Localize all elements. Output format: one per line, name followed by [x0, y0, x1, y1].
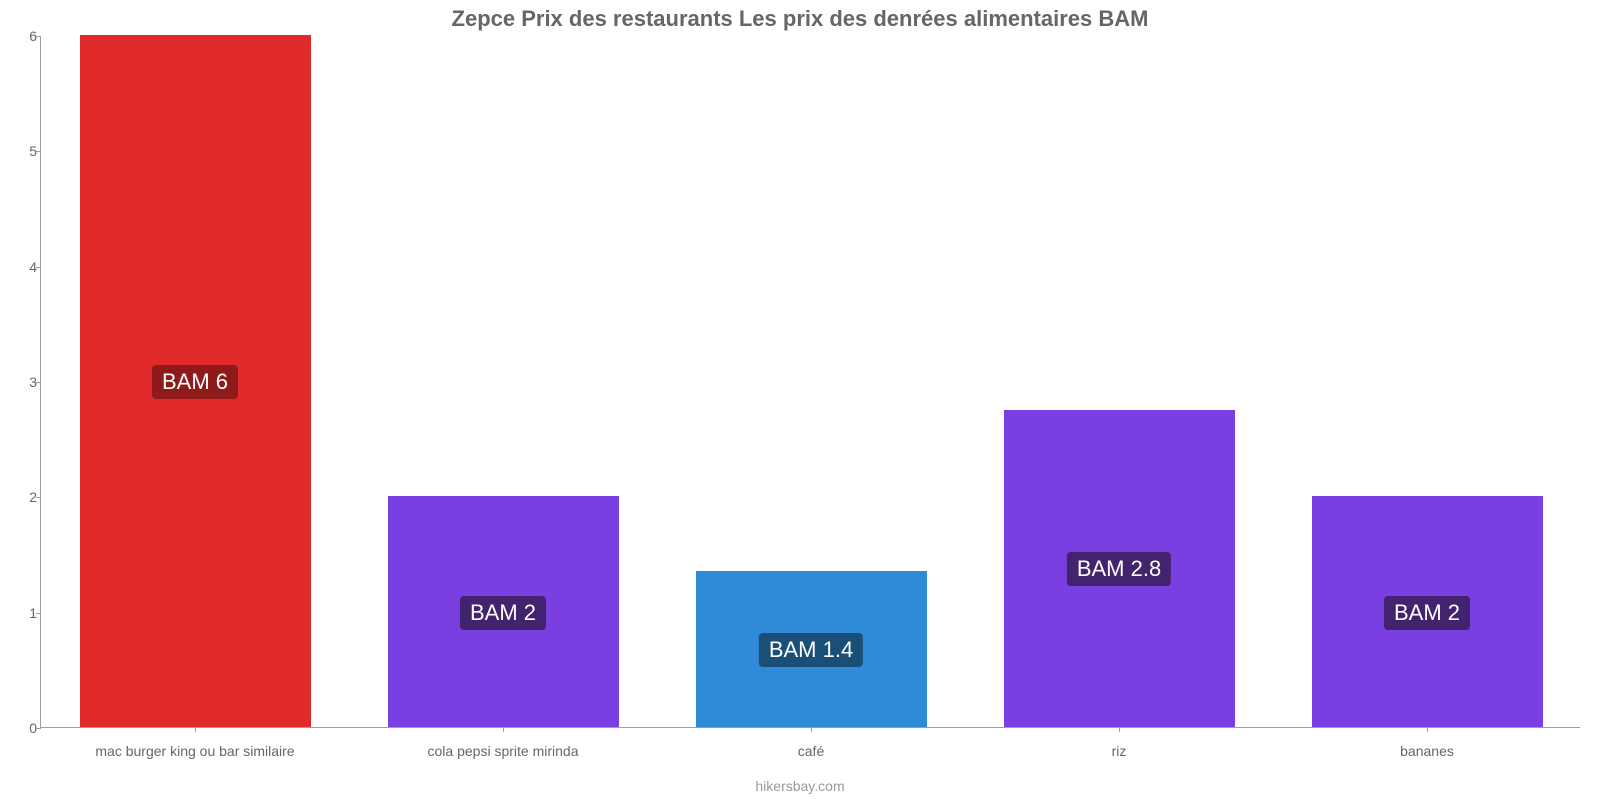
x-tick-mark [195, 727, 196, 732]
y-tick-label: 2 [13, 489, 37, 505]
bar-value-label: BAM 1.4 [759, 633, 863, 667]
y-tick-mark [36, 728, 41, 729]
y-tick-mark [36, 613, 41, 614]
x-tick-label: café [798, 743, 824, 759]
y-tick-label: 6 [13, 28, 37, 44]
y-tick-mark [36, 267, 41, 268]
y-tick-mark [36, 36, 41, 37]
x-tick-label: mac burger king ou bar similaire [95, 743, 294, 759]
chart-title: Zepce Prix des restaurants Les prix des … [0, 6, 1600, 32]
bar-value-label: BAM 6 [152, 365, 238, 399]
x-tick-mark [1119, 727, 1120, 732]
x-tick-label: cola pepsi sprite mirinda [428, 743, 579, 759]
y-tick-mark [36, 151, 41, 152]
x-tick-mark [1427, 727, 1428, 732]
plot-area: BAM 6BAM 2BAM 1.4BAM 2.8BAM 2 0123456mac… [40, 36, 1580, 728]
bar-value-label: BAM 2 [1384, 596, 1470, 630]
y-tick-label: 3 [13, 374, 37, 390]
x-tick-mark [503, 727, 504, 732]
price-chart: Zepce Prix des restaurants Les prix des … [0, 0, 1600, 800]
y-tick-mark [36, 382, 41, 383]
y-tick-label: 4 [13, 259, 37, 275]
bars-layer: BAM 6 BAM 2 BAM 1.4 BAM 2.8 BAM 2 [41, 36, 1580, 727]
x-tick-label: bananes [1400, 743, 1454, 759]
y-tick-label: 5 [13, 143, 37, 159]
y-tick-mark [36, 497, 41, 498]
watermark: hikersbay.com [0, 778, 1600, 794]
y-tick-label: 1 [13, 605, 37, 621]
bar-value-label: BAM 2 [460, 596, 546, 630]
bar-value-label: BAM 2.8 [1067, 552, 1171, 586]
x-tick-mark [811, 727, 812, 732]
y-tick-label: 0 [13, 720, 37, 736]
x-tick-label: riz [1112, 743, 1127, 759]
